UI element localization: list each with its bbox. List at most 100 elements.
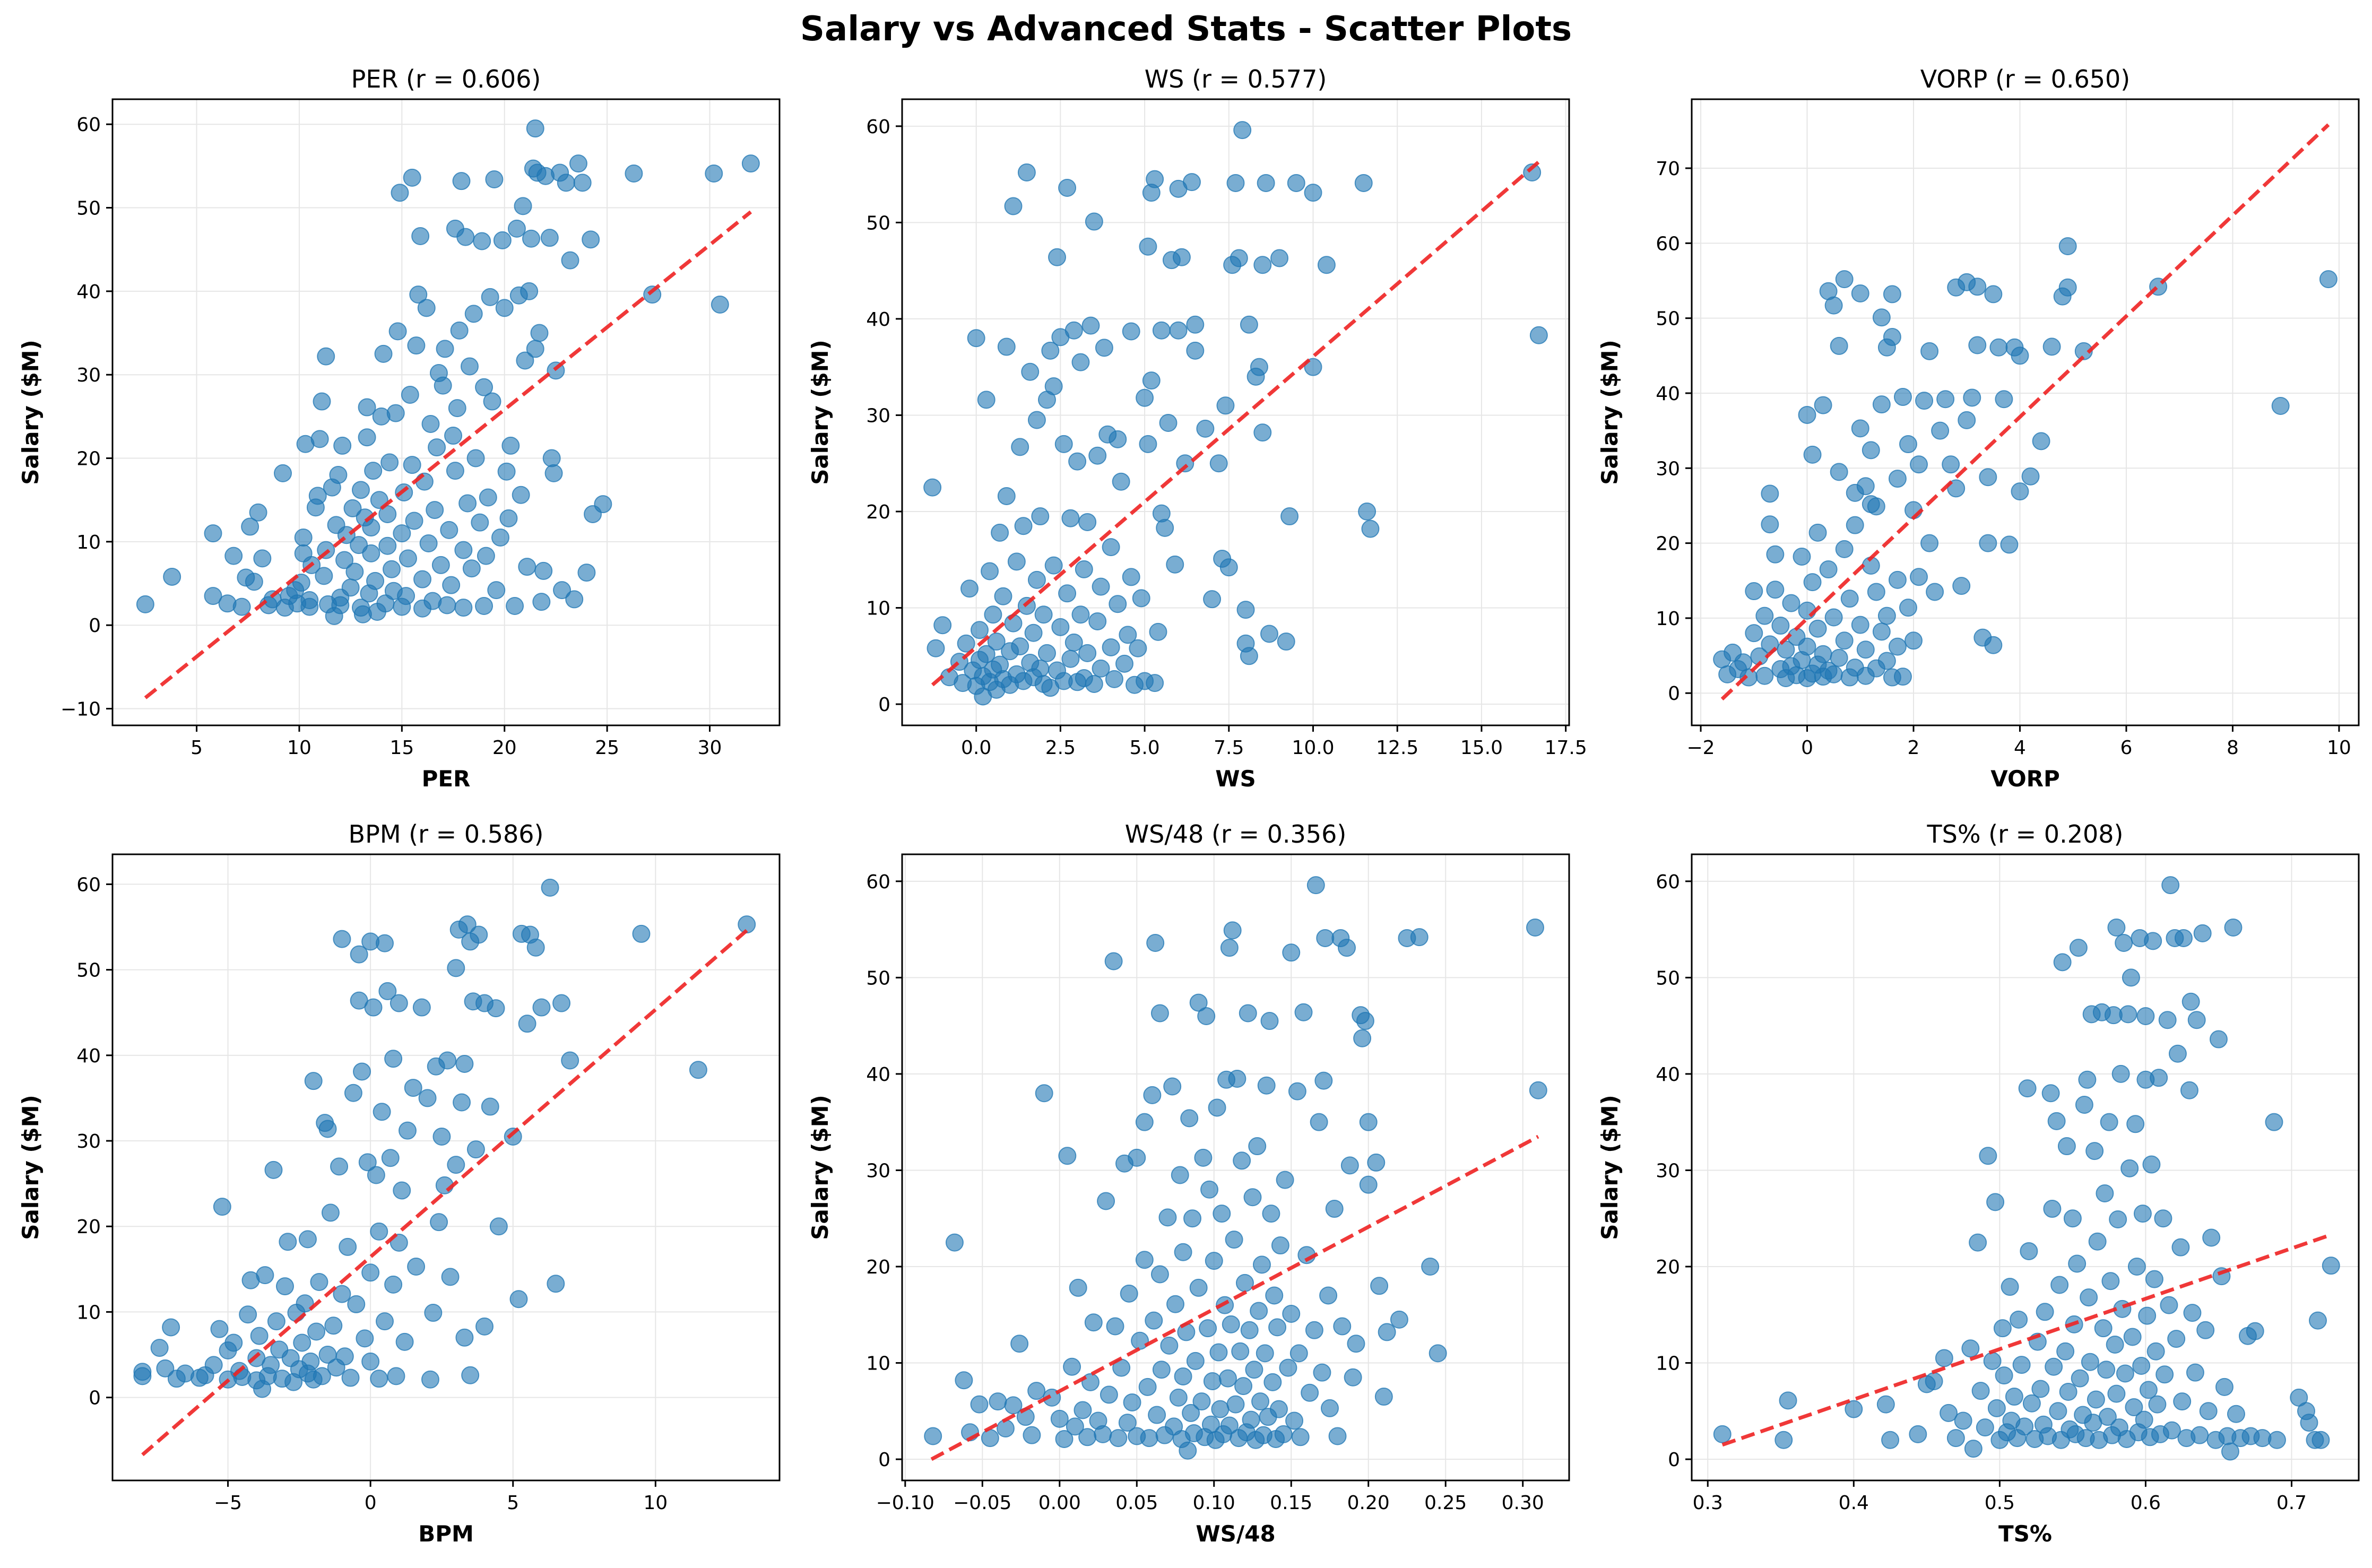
trend-line [1721,1234,2329,1447]
data-point [391,184,409,202]
x-tick-label: 10.0 [1292,737,1334,759]
data-point [1171,1166,1189,1184]
data-point [1132,589,1150,608]
x-tick-label: 15 [389,737,414,759]
data-point [1771,617,1790,635]
data-point [374,344,393,363]
data-point [2071,1369,2089,1388]
data-point [310,430,329,448]
data-point [1152,321,1171,340]
data-point [1169,1388,1188,1407]
data-point [1078,644,1097,662]
data-point [321,1203,340,1222]
data-point [2000,535,2019,554]
y-tick-label: 50 [76,198,101,220]
data-point [924,1427,942,1445]
y-tick-label: 10 [866,598,890,620]
data-point [1979,534,1997,552]
data-point [275,1277,294,1296]
data-point [981,1429,999,1448]
y-axis-label: Salary ($M) [807,340,833,484]
data-point [1968,278,1987,296]
y-tick-label: 50 [1656,308,1680,330]
data-point [1421,1257,1440,1276]
x-tick-label: 0.00 [1038,1492,1081,1514]
data-point [534,561,553,580]
data-point [1078,1428,1097,1446]
data-point [466,449,485,467]
data-point [378,536,397,555]
data-point [426,501,444,519]
data-point [526,340,544,358]
data-point [2097,1361,2116,1379]
data-point [1378,1323,1396,1341]
data-point [1320,1399,1339,1417]
data-point [2010,1310,2028,1329]
data-point [1867,583,1885,601]
data-point [1936,390,1955,409]
data-point [2043,1200,2062,1218]
data-point [2271,396,2290,415]
data-point [1011,438,1029,456]
data-point [1260,625,1278,643]
data-point [421,1370,439,1389]
data-point [239,1305,257,1324]
data-point [1242,1410,1260,1429]
data-point [2267,1431,2286,1449]
data-point [2173,1392,2192,1411]
data-point [1131,1331,1149,1350]
data-point [1139,237,1157,256]
data-point [1166,1295,1185,1313]
data-point [1920,534,1939,552]
data-point [344,1084,362,1102]
y-axis-label: Salary ($M) [1597,340,1623,484]
data-point [313,392,331,411]
data-point [1230,249,1248,267]
data-point [2202,1228,2221,1247]
data-point [1223,921,1242,940]
y-tick-label: −10 [60,699,101,721]
data-point [1952,577,1971,595]
data-point [1814,645,1832,663]
data-point [1138,1378,1157,1396]
x-tick-label: 0.6 [2131,1492,2161,1514]
data-point [1102,638,1120,656]
data-point [491,529,509,547]
data-point [1888,570,1907,589]
data-point [1317,256,1336,274]
y-tick-label: 40 [866,309,890,331]
x-tick-label: 0.0 [961,737,991,759]
data-point [389,1233,408,1252]
data-point [2162,1421,2181,1440]
data-point [520,282,539,300]
data-point [1910,455,1928,474]
data-point [1305,1321,1323,1339]
data-point [516,351,534,370]
data-point [1979,468,1997,487]
data-point [2005,1388,2023,1406]
data-point [264,1160,283,1179]
data-point [1234,1377,1253,1396]
data-point [1779,1391,1797,1410]
data-point [1123,1393,1141,1411]
y-tick-label: 30 [76,365,101,386]
data-point [1156,518,1174,537]
data-point [2145,1270,2163,1288]
y-tick-label: 60 [1656,233,1680,255]
data-point [444,427,463,445]
data-point [386,404,405,422]
data-point [1169,321,1188,340]
x-tick-label: −0.10 [876,1492,934,1514]
x-tick-label: 10 [643,1492,668,1514]
data-point [561,251,579,270]
data-point [2155,1365,2174,1384]
data-point [738,915,756,934]
data-point [1761,515,1779,534]
data-point [1257,174,1275,192]
subplot-title: BPM (r = 0.586) [349,820,544,848]
data-point [2011,482,2029,501]
x-tick-label: 0.05 [1115,1492,1158,1514]
data-point [2319,270,2338,289]
data-point [923,478,942,497]
data-point [447,1156,465,1174]
